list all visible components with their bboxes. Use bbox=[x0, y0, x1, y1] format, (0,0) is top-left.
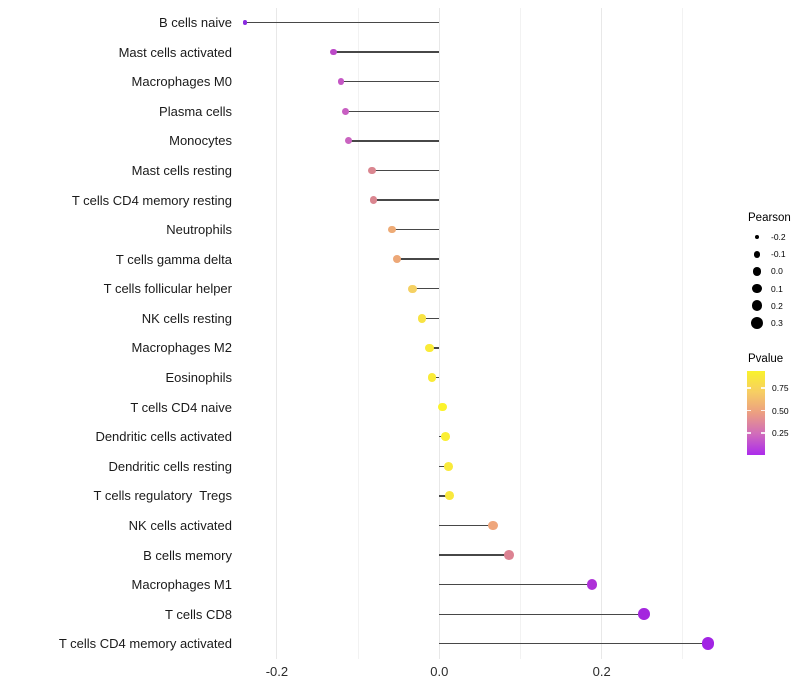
colorbar-tick bbox=[761, 387, 765, 389]
lollipop-stem bbox=[439, 554, 510, 556]
lollipop-dot bbox=[344, 137, 352, 145]
category-label: Dendritic cells activated bbox=[95, 429, 232, 445]
lollipop-stem bbox=[392, 228, 440, 231]
lollipop-dot bbox=[427, 373, 437, 382]
lollipop-stem bbox=[345, 110, 440, 112]
lollipop-dot bbox=[701, 637, 715, 651]
lollipop-dot bbox=[369, 196, 378, 204]
colorbar-tick bbox=[761, 432, 765, 434]
pvalue-colorbar bbox=[747, 371, 765, 455]
x-tick-label: 0.0 bbox=[430, 664, 449, 679]
lollipop-dot bbox=[586, 579, 598, 591]
colorbar-tick bbox=[761, 409, 765, 412]
colorbar-label: 0.25 bbox=[772, 428, 789, 438]
gridline-minor bbox=[682, 8, 684, 659]
colorbar-tick bbox=[747, 409, 751, 412]
size-legend-dot bbox=[752, 267, 762, 276]
lollipop-dot bbox=[443, 461, 453, 471]
size-legend-dot bbox=[751, 317, 763, 329]
gridline-major bbox=[276, 8, 278, 659]
category-label: Macrophages M0 bbox=[131, 74, 232, 90]
lollipop-dot bbox=[438, 402, 447, 412]
category-label: Neutrophils bbox=[166, 222, 232, 238]
gridline-major bbox=[601, 8, 603, 659]
lollipop-dot bbox=[393, 255, 402, 264]
category-label: T cells CD8 bbox=[165, 606, 232, 622]
colorbar-tick bbox=[747, 387, 751, 389]
category-label: Mast cells resting bbox=[131, 162, 232, 178]
lollipop-stem bbox=[333, 51, 440, 53]
category-label: B cells naive bbox=[159, 15, 232, 30]
category-label: Macrophages M1 bbox=[131, 577, 232, 593]
lollipop-dot bbox=[408, 284, 417, 293]
colorbar-tick bbox=[747, 432, 751, 434]
category-label: Mast cells activated bbox=[118, 44, 232, 60]
category-label: T cells gamma delta bbox=[115, 251, 232, 267]
lollipop-stem bbox=[439, 643, 709, 645]
lollipop-stem bbox=[371, 169, 440, 172]
lollipop-dot bbox=[368, 166, 376, 175]
lollipop-stem bbox=[429, 347, 440, 349]
lollipop-stem bbox=[439, 613, 644, 615]
category-label: Macrophages M2 bbox=[131, 340, 232, 356]
lollipop-dot bbox=[425, 343, 434, 353]
lollipop-dot bbox=[337, 78, 345, 86]
category-label: NK cells activated bbox=[128, 517, 232, 533]
category-label: T cells CD4 memory activated bbox=[58, 636, 232, 652]
category-label: Eosinophils bbox=[165, 370, 233, 386]
category-label: Plasma cells bbox=[159, 103, 232, 119]
lollipop-stem bbox=[439, 583, 592, 586]
category-label: Monocytes bbox=[169, 133, 232, 149]
category-label: T cells CD4 memory resting bbox=[71, 192, 232, 208]
category-label: Dendritic cells resting bbox=[108, 458, 232, 474]
lollipop-stem bbox=[422, 317, 440, 320]
gridline-minor bbox=[357, 8, 359, 659]
lollipop-stem bbox=[373, 199, 440, 201]
category-label: T cells follicular helper bbox=[103, 281, 232, 297]
lollipop-stem bbox=[412, 288, 440, 290]
size-legend-label: 0.1 bbox=[771, 283, 783, 294]
lollipop-dot bbox=[445, 491, 455, 501]
lollipop-stem bbox=[397, 258, 440, 260]
lollipop-stem bbox=[245, 21, 440, 24]
lollipop-dot bbox=[418, 314, 427, 323]
size-legend-label: 0.2 bbox=[771, 300, 783, 311]
lollipop-dot bbox=[488, 520, 498, 531]
size-legend-label: -0.1 bbox=[771, 249, 786, 260]
lollipop-dot bbox=[504, 550, 514, 560]
lollipop-stem bbox=[348, 140, 440, 142]
gridline-major bbox=[438, 8, 440, 659]
lollipop-stem bbox=[341, 80, 440, 83]
category-label: B cells memory bbox=[143, 547, 232, 563]
size-legend-dot bbox=[753, 250, 761, 258]
category-label: T cells CD4 naive bbox=[130, 399, 232, 415]
x-tick-label: 0.2 bbox=[592, 664, 611, 679]
colorbar-label: 0.50 bbox=[772, 405, 789, 416]
lollipop-dot bbox=[330, 48, 338, 56]
lollipop-stem bbox=[439, 524, 493, 527]
lollipop-dot bbox=[388, 225, 397, 234]
lollipop-stem bbox=[439, 465, 449, 467]
color-legend-title: Pvalue bbox=[748, 353, 784, 365]
size-legend-label: -0.2 bbox=[771, 232, 786, 242]
size-legend-label: 0.3 bbox=[771, 318, 783, 328]
size-legend-title: Pearson bbox=[748, 212, 791, 224]
x-tick-label: -0.2 bbox=[265, 664, 289, 679]
lollipop-dot bbox=[441, 432, 451, 442]
size-legend-dot bbox=[752, 283, 762, 294]
colorbar-label: 0.75 bbox=[772, 383, 789, 393]
lollipop-dot bbox=[243, 20, 248, 25]
size-legend-dot bbox=[754, 234, 760, 240]
lollipop-stem bbox=[439, 495, 450, 497]
size-legend-label: 0.0 bbox=[771, 266, 783, 277]
size-legend-dot bbox=[751, 300, 763, 312]
category-label: T cells regulatory Tregs bbox=[93, 488, 232, 504]
gridline-minor bbox=[520, 8, 521, 659]
lollipop-dot bbox=[638, 608, 650, 621]
category-label: NK cells resting bbox=[141, 310, 232, 326]
lollipop-dot bbox=[341, 107, 349, 115]
